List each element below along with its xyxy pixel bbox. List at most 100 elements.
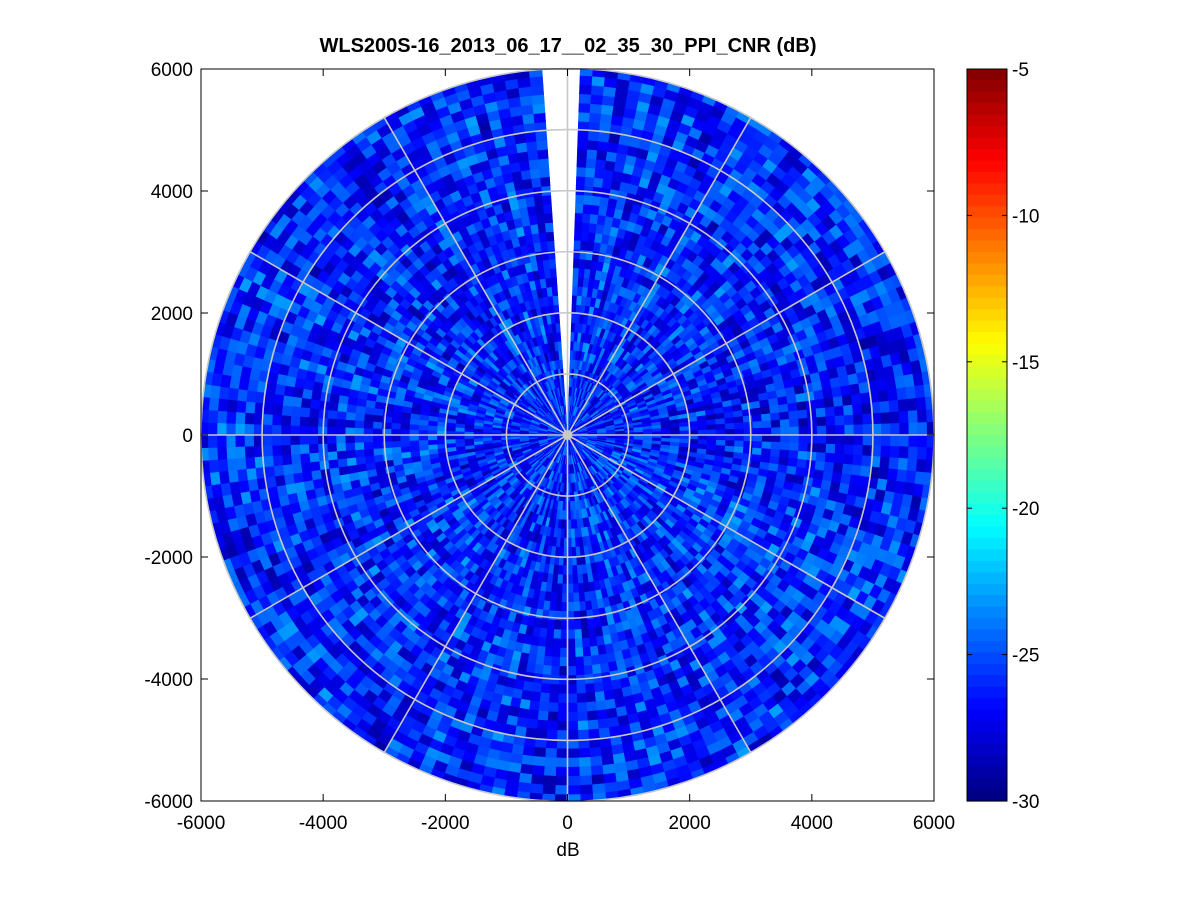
cnr-cell [599,745,613,757]
cnr-cell [779,419,791,428]
cnr-cell [706,419,717,426]
cnr-cell [604,698,617,710]
cnr-cell [742,415,754,424]
cnr-cell [789,434,800,444]
cnr-cell [572,267,580,278]
cnr-cell [573,230,583,241]
cnr-cell [788,442,800,452]
cnr-cell [597,140,609,152]
cnr-cell [844,434,855,446]
cnr-cell [555,766,568,777]
cnr-cell [752,427,763,436]
cnr-cell [834,444,845,455]
cnr-cell [604,160,617,172]
cnr-cell [589,746,602,758]
cnr-cell [574,647,584,658]
cnr-cell [554,601,562,612]
cnr-cell [558,675,568,686]
cnr-cell [518,698,531,710]
cnr-cell [545,729,558,740]
cnr-cell [535,728,548,740]
cnr-cell [897,398,909,413]
cnr-cell [567,583,574,594]
cnr-cell [579,84,593,95]
cnr-cell [556,721,568,731]
cnr-cell [590,94,604,105]
cnr-cell [798,434,809,444]
cnr-cell [916,409,928,424]
cnr-cell [572,574,579,585]
cnr-cell [780,434,791,444]
cnr-cell [914,471,926,486]
cnr-cell [567,684,577,695]
cnr-cell [576,157,588,168]
cnr-cell [527,709,539,721]
cnr-cell [586,710,598,722]
cnr-cell [520,754,535,766]
cnr-cell [788,450,799,460]
cnr-cell [577,729,590,740]
cnr-cell [586,618,595,630]
cnr-cell [862,445,873,457]
cnr-cell [567,775,581,786]
cnr-cell [584,176,595,187]
cnr-cell [555,592,563,603]
cnr-cell [542,784,556,795]
cnr-cell [571,565,578,576]
cnr-cell [576,711,588,722]
cnr-cell [770,412,781,422]
cnr-cell [573,601,581,612]
cnr-cell [572,276,579,287]
cnr-cell [597,718,609,730]
cnr-cell [595,158,607,170]
cnr-cell [538,701,550,712]
cnr-cell [573,249,581,260]
cnr-cell [905,385,917,400]
cnr-cell [567,702,578,713]
cnr-cell [769,404,780,415]
cnr-cell [880,423,891,436]
cnr-cell [591,783,606,795]
cnr-cell [813,389,825,401]
cnr-cell [770,448,781,458]
cnr-cell [887,468,899,482]
cnr-cell [898,410,910,424]
cnr-cell [779,449,790,459]
cnr-cell [540,683,551,694]
cnr-cell [788,418,800,428]
cnr-cell [589,756,603,767]
cnr-cell [843,444,855,456]
cnr-cell [547,702,559,713]
cnr-cell [555,748,568,759]
cnr-cell [852,454,863,467]
cnr-cell [841,394,853,407]
cnr-cell [579,775,593,786]
cnr-cell [850,464,862,477]
cnr-cell [584,683,595,694]
cnr-cell [888,399,900,413]
cnr-cell [554,610,562,621]
cnr-cell [543,766,557,777]
cnr-cell [661,427,671,433]
cnr-cell [734,434,745,442]
cnr-cell [590,774,605,786]
cnr-cell [603,76,618,89]
cnr-cell [561,601,568,612]
cnr-cell [599,113,613,125]
cnr-cell [862,424,873,436]
cnr-cell [835,425,846,436]
cnr-cell [796,458,808,469]
cnr-cell [733,416,744,424]
cnr-cell [880,434,891,447]
cnr-cell [789,426,800,436]
cnr-cell [576,573,584,585]
cnr-cell [599,662,610,674]
cnr-cell [743,434,754,442]
cnr-cell [887,388,899,402]
cnr-cell [880,445,891,458]
cnr-cell [589,112,602,124]
cnr-cell [537,710,549,722]
cnr-cell [567,592,574,603]
cnr-cell [585,158,597,169]
cnr-cell [531,765,545,776]
